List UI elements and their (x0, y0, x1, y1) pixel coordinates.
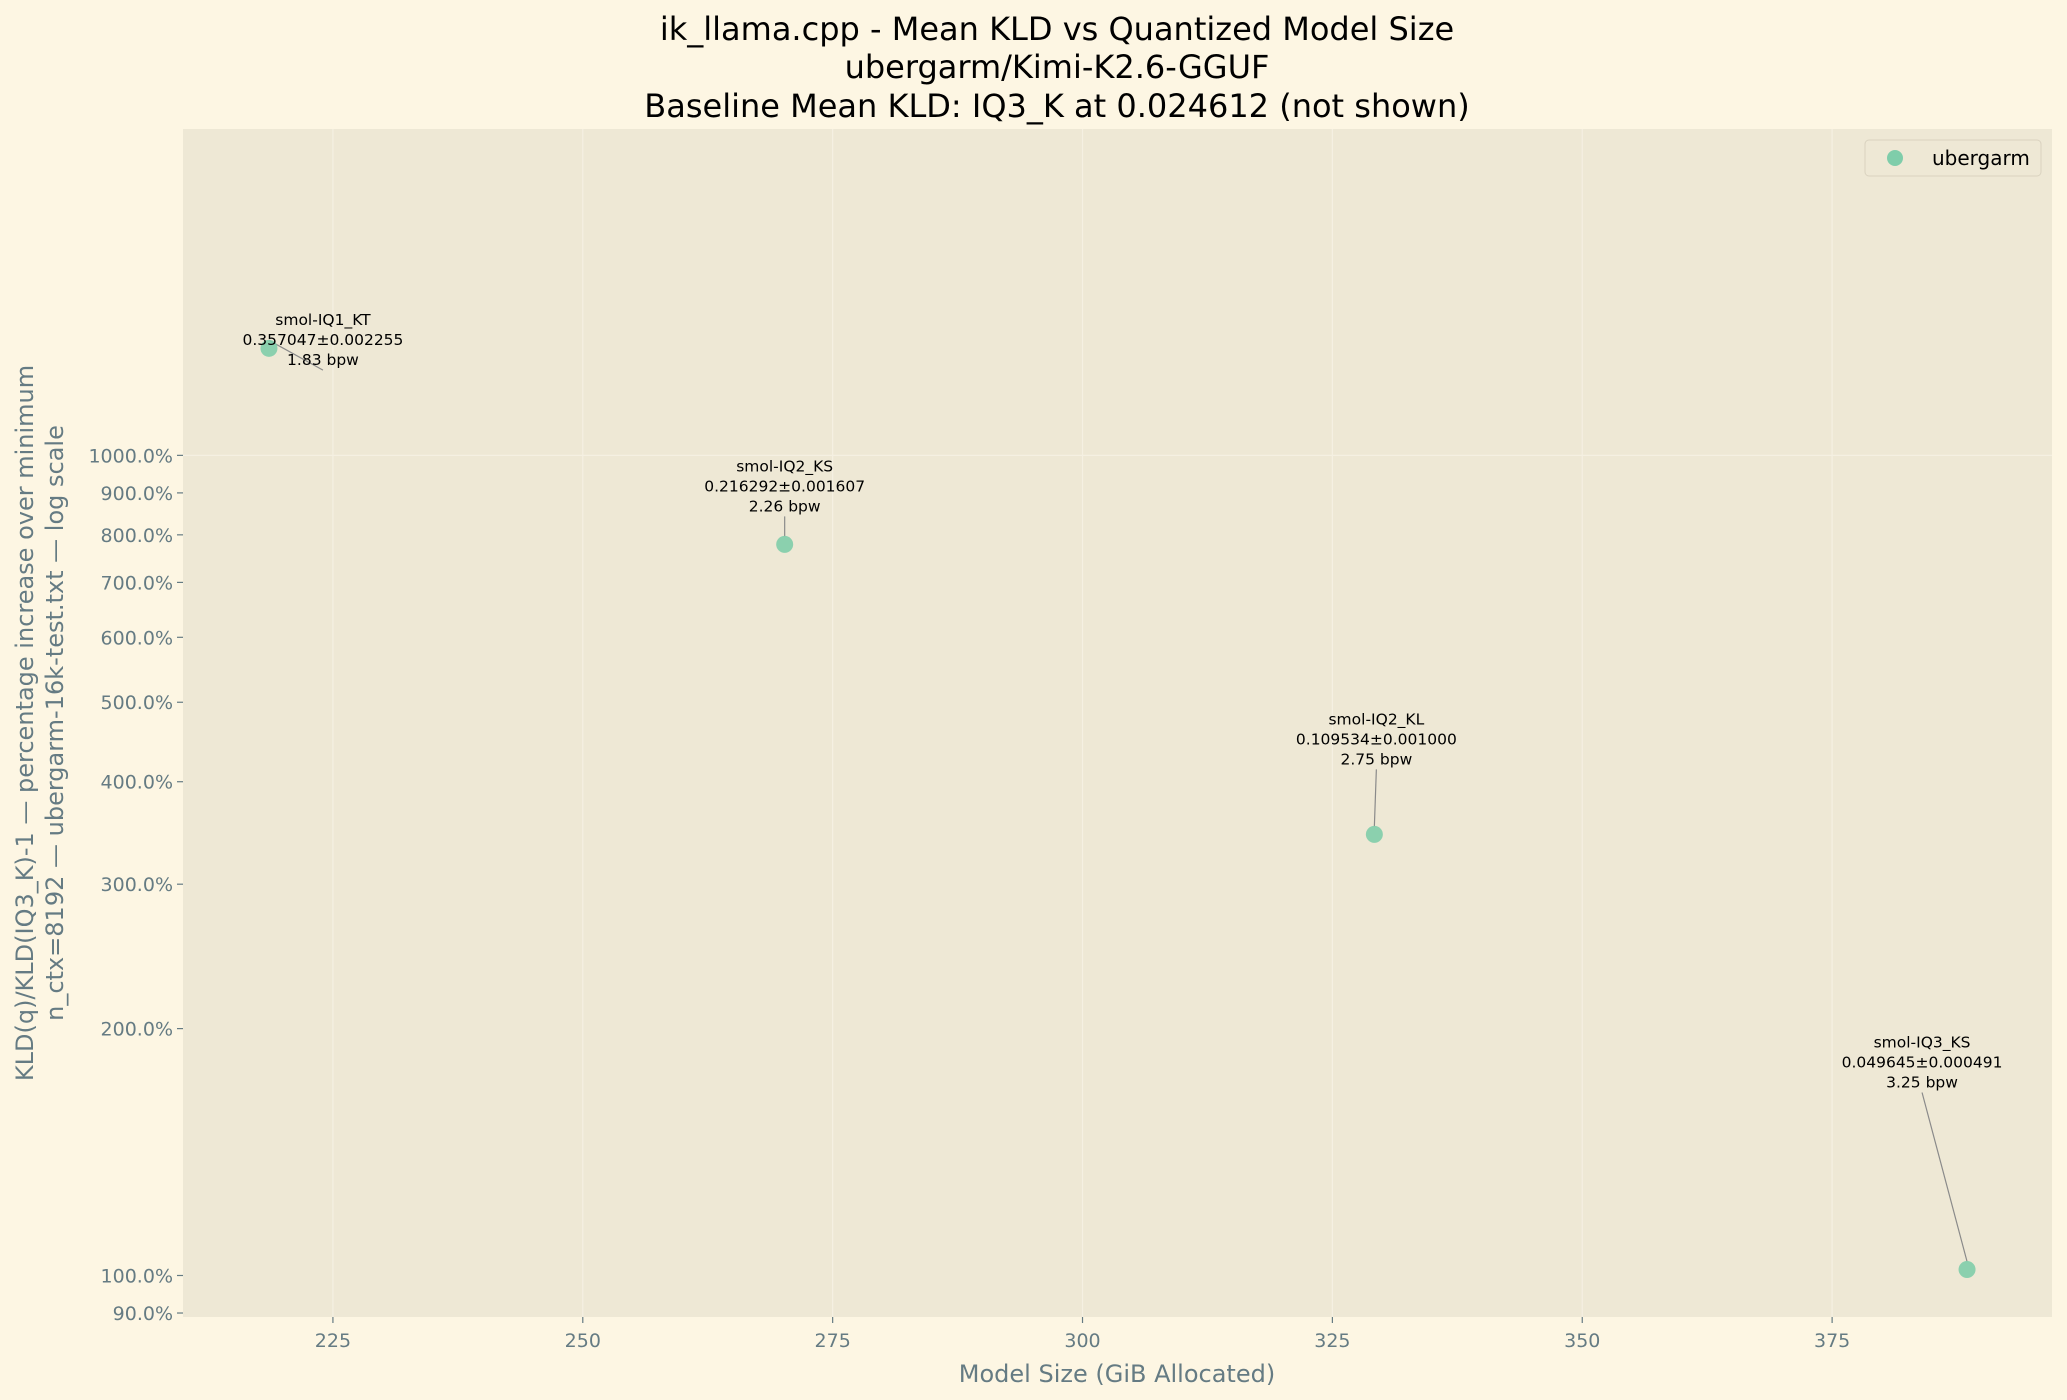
y-tick-label: 200.0% (101, 1019, 173, 1041)
y-axis-label-line-2: n_ctx=8192 — ubergarm-16k-test.txt — log… (41, 425, 69, 1021)
grid-lines (183, 129, 2052, 1317)
data-point (776, 535, 794, 553)
y-tick-label: 800.0% (101, 525, 173, 547)
annotation-leader-lines (268, 339, 1968, 1262)
point-annotations: smol-IQ1_KT0.357047±0.002255 1.83 bpw smol… (243, 311, 2003, 1091)
point-annotation-line: 2.26 bpw (749, 497, 821, 515)
point-annotation-line: 2.75 bpw (1340, 750, 1412, 768)
x-axis-label: Model Size (GiB Allocated) (959, 1360, 1275, 1388)
y-tick-label: 700.0% (101, 572, 173, 594)
x-tick-label: 325 (1314, 1330, 1350, 1352)
y-axis-label-line-1: KLD(q)/KLD(IQ3_K)-1 — percentage increas… (11, 365, 39, 1081)
data-point (1958, 1260, 1976, 1278)
point-annotation-line: smol-IQ1_KT (275, 311, 371, 330)
x-axis-ticks: 225 250 275 300 325 350 375 (315, 1317, 1850, 1352)
point-annotation-line: smol-IQ3_KS (1874, 1033, 1971, 1052)
point-annotation-line: 0.357047±0.002255 (243, 331, 404, 349)
point-annotation-line: 0.049645±0.000491 (1842, 1053, 2003, 1071)
x-tick-label: 375 (1814, 1330, 1850, 1352)
x-tick-label: 225 (315, 1330, 351, 1352)
y-tick-label: 600.0% (101, 627, 173, 649)
y-tick-label: 90.0% (113, 1303, 173, 1325)
plot-area (183, 129, 2052, 1317)
legend-label: ubergarm (1932, 146, 2030, 170)
y-tick-label: 1000.0% (88, 445, 173, 467)
point-annotation-line: smol-IQ2_KL (1328, 710, 1424, 729)
chart-title-line-1: ik_llama.cpp - Mean KLD vs Quantized Mod… (660, 10, 1454, 48)
point-annotation-line: smol-IQ2_KS (736, 457, 833, 476)
legend: ubergarm (1864, 139, 2042, 177)
x-tick-label: 275 (815, 1330, 851, 1352)
point-annotation-line: 0.109534±0.001000 (1296, 730, 1457, 748)
data-point (260, 339, 278, 357)
x-tick-label: 250 (565, 1330, 601, 1352)
chart-title-line-3: Baseline Mean KLD: IQ3_K at 0.024612 (no… (644, 87, 1469, 125)
data-points (260, 339, 1976, 1278)
y-tick-label: 500.0% (101, 692, 173, 714)
y-tick-label: 900.0% (101, 483, 173, 505)
x-tick-label: 300 (1064, 1330, 1100, 1352)
legend-marker (1887, 150, 1903, 166)
point-annotation-line: 3.25 bpw (1886, 1073, 1958, 1091)
y-tick-label: 100.0% (101, 1265, 173, 1287)
y-axis-ticks: 90.0% 100.0% 200.0% 300.0% 400.0% 500.0% 600.0… (88, 445, 183, 1325)
annotation-leader-line (1373, 769, 1377, 827)
chart-title-line-2: ubergarm/Kimi-K2.6-GGUF (845, 48, 1270, 86)
point-annotation-line: 1.83 bpw (287, 351, 359, 369)
y-tick-label: 400.0% (101, 772, 173, 794)
y-tick-label: 300.0% (101, 874, 173, 896)
point-annotation-line: 0.216292±0.001607 (704, 477, 865, 495)
data-point (1365, 825, 1383, 843)
x-tick-label: 350 (1564, 1330, 1600, 1352)
legend-box (1864, 139, 2042, 177)
annotation-leader-line (1921, 1092, 1968, 1262)
annotation-leader-line (268, 339, 324, 371)
